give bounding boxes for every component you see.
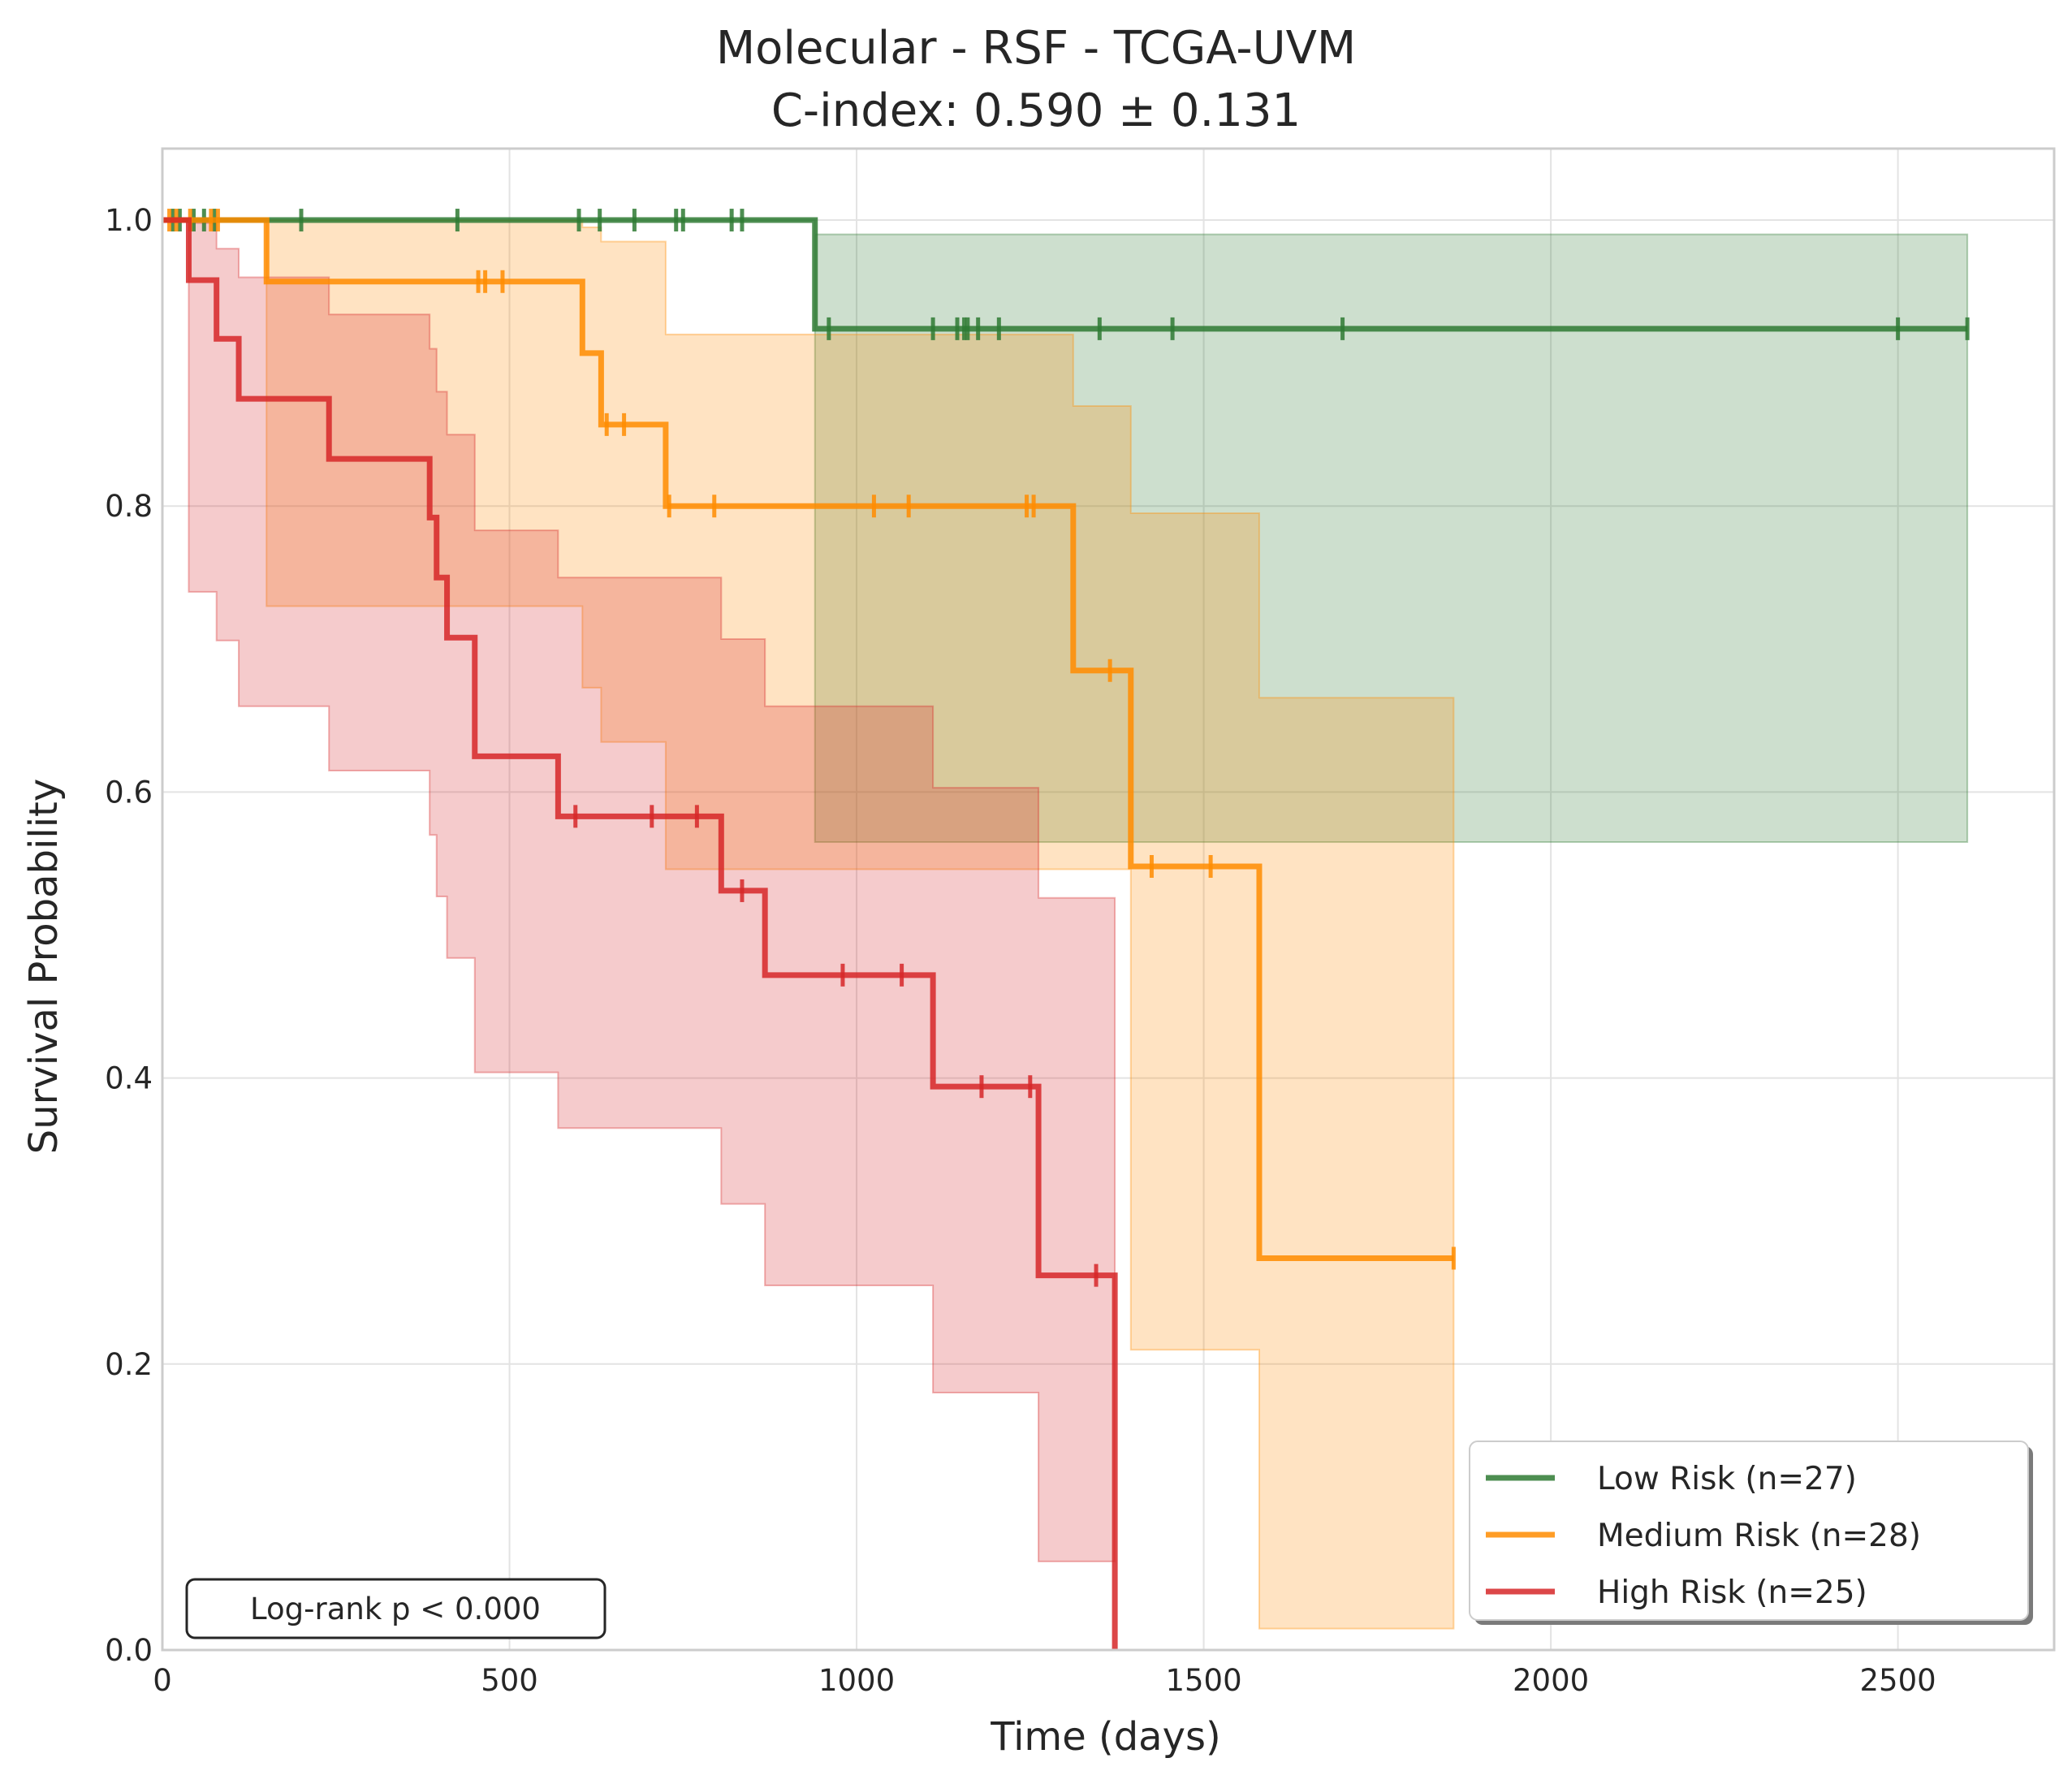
plot-area: 0 500 1000 1500 2000 2500 0.0 0.2 0.4 0.6 0.8 1.0 (105, 147, 2056, 1698)
x-tick-label: 0 (153, 1663, 172, 1698)
plot-background (162, 149, 2054, 1650)
legend-label: Low Risk (n=27) (1597, 1461, 1857, 1497)
survival-curve (162, 217, 1968, 332)
survival-curve (162, 217, 1454, 1261)
y-tick-label: 0.8 (105, 489, 153, 524)
x-tick-label: 1500 (1165, 1663, 1241, 1698)
x-tick-label: 500 (481, 1663, 538, 1698)
annotation-text: Log-rank p < 0.000 (250, 1592, 541, 1626)
logrank-annotation: Log-rank p < 0.000 (185, 1578, 606, 1639)
y-axis-label: Survival Probability (21, 779, 67, 1155)
y-tick-label: 1.0 (105, 203, 153, 238)
chart-title: Molecular - RSF - TCGA-UVM (716, 22, 1356, 75)
confidence-band (162, 219, 1116, 1562)
y-tick-label: 0.4 (105, 1061, 153, 1096)
plot-frame (161, 147, 2056, 1652)
legend: Low Risk (n=27) Medium Risk (n=28) High Ri… (1469, 1441, 2033, 1625)
y-tick-label: 0.6 (105, 775, 153, 810)
x-tick-label: 2500 (1860, 1663, 1936, 1698)
legend-label: Medium Risk (n=28) (1597, 1518, 1921, 1554)
x-tick-label: 1000 (818, 1663, 895, 1698)
y-tick-label: 0.2 (105, 1347, 153, 1382)
x-tick-label: 2000 (1513, 1663, 1589, 1698)
legend-label: High Risk (n=25) (1597, 1574, 1867, 1611)
survival-curve (162, 217, 1118, 1650)
legend-box (1469, 1441, 2029, 1621)
annotation-box (185, 1578, 606, 1639)
x-axis-label: Time (days) (990, 1714, 1220, 1760)
chart-subtitle: C-index: 0.590 ± 0.131 (771, 84, 1301, 137)
y-tick-label: 0.0 (105, 1633, 153, 1668)
